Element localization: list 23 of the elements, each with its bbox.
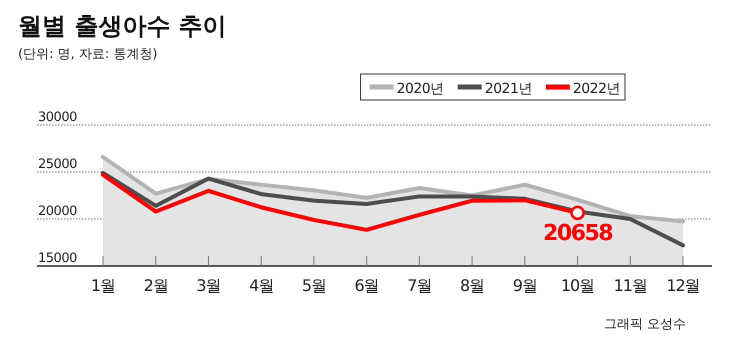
x-tick-label: 3월 bbox=[196, 276, 221, 295]
chart-subtitle: (단위: 명, 자료: 통계청) bbox=[18, 47, 158, 62]
x-tick-label: 6월 bbox=[354, 276, 379, 295]
x-tick-label: 5월 bbox=[302, 276, 326, 295]
y-tick-label: 25000 bbox=[38, 157, 78, 172]
y-tick-label: 30000 bbox=[38, 110, 78, 125]
x-tick-label: 2월 bbox=[144, 276, 168, 295]
chart-title: 월별 출생아수 추이 bbox=[18, 12, 227, 40]
x-tick-label: 4월 bbox=[249, 276, 274, 295]
x-tick-label: 7월 bbox=[407, 276, 432, 295]
legend-label: 2020년 bbox=[396, 81, 444, 97]
x-tick-label: 8월 bbox=[460, 276, 484, 295]
annotation: 20658 bbox=[543, 220, 612, 246]
x-tick-label: 9월 bbox=[512, 276, 537, 295]
text: 그래픽 오성수 bbox=[604, 317, 686, 332]
x-tick-label: 11월 bbox=[614, 276, 647, 295]
legend-label: 2021년 bbox=[484, 81, 532, 97]
y-tick-label: 15000 bbox=[38, 251, 78, 266]
x-tick-label: 1월 bbox=[90, 276, 116, 295]
x-tick-label: 12월 bbox=[666, 276, 700, 295]
x-tick-label: 10월 bbox=[560, 276, 594, 295]
legend-label: 2022년 bbox=[572, 81, 620, 97]
y-tick-label: 20000 bbox=[38, 204, 78, 219]
